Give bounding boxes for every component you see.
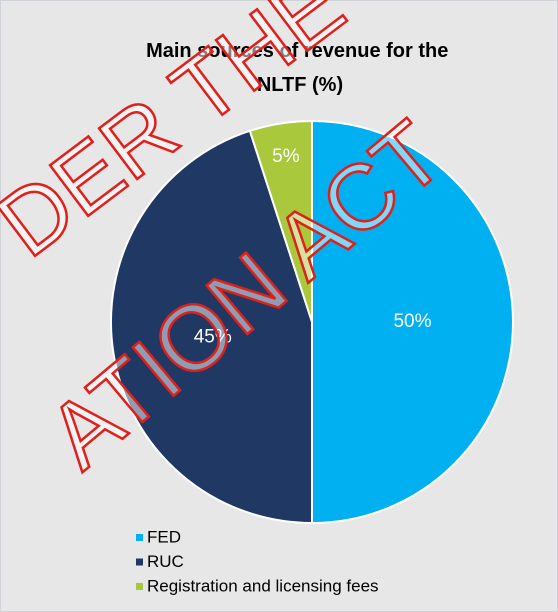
data-label: 50% [393, 311, 431, 332]
legend-swatch [136, 583, 143, 590]
pie-slice [248, 119, 313, 323]
legend-label: RUC [147, 552, 184, 571]
pie-slice [110, 129, 313, 525]
title-line: NLTF (%) [257, 74, 343, 96]
legend-label: FED [147, 527, 181, 546]
legend-label: Registration and licensing fees [147, 576, 379, 595]
data-label: 45% [194, 327, 232, 348]
data-label: 5% [272, 146, 300, 167]
legend-swatch [136, 558, 143, 566]
chart-title: Main sources of revenue for the NLTF (%) [146, 40, 454, 96]
pie-slice [311, 119, 514, 525]
title-line: Main sources of revenue for the [146, 40, 448, 62]
legend-swatch [136, 534, 143, 541]
